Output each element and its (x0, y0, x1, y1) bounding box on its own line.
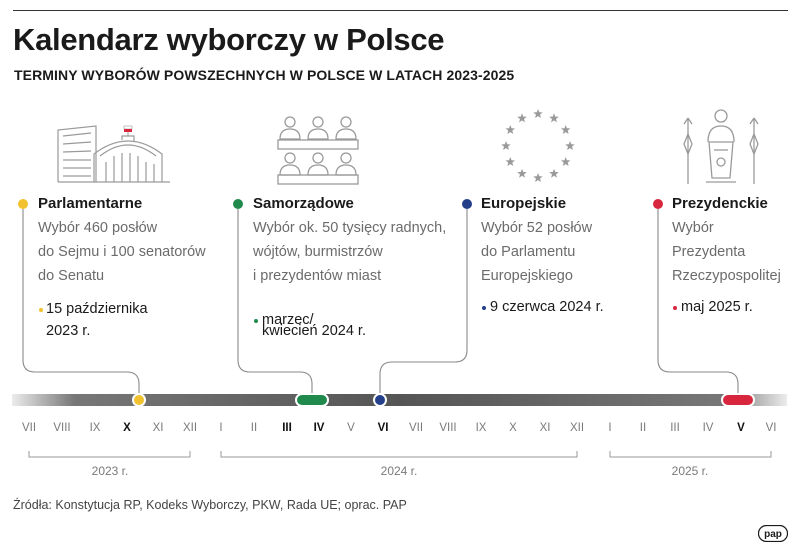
event-name-prezydenckie: Prezydenckie (672, 195, 768, 212)
event-date-parlamentarne-line1: 15 października (46, 301, 148, 317)
year-bracket-2023 (28, 451, 191, 458)
event-desc-prezydenckie-line3: Rzeczypospolitej (672, 268, 781, 284)
event-desc-samorzadowe-line1: Wybór ok. 50 tysięcy radnych, (253, 220, 447, 236)
eu-star (549, 168, 559, 178)
event-desc-parlamentarne-line2: do Sejmu i 100 senatorów (38, 244, 206, 260)
event-desc-europejskie-line1: Wybór 52 posłów (481, 220, 593, 236)
month-label: II (639, 422, 647, 434)
dot-samorzadowe (233, 199, 243, 209)
month-label: XI (539, 422, 551, 434)
eu-star (560, 125, 571, 135)
connector-europejskie (379, 209, 468, 396)
eu-star (533, 173, 543, 183)
month-label: XI (152, 422, 164, 434)
month-label: V (347, 422, 355, 434)
month-label: I (219, 422, 223, 434)
president-podium-icon (683, 109, 759, 184)
eu-star (505, 125, 516, 135)
month-label: IV (702, 422, 714, 434)
month-label: V (737, 422, 745, 434)
dot-europejskie (462, 199, 472, 209)
svg-text:pap: pap (764, 529, 782, 540)
month-label: IV (313, 422, 325, 434)
year-label-2024: 2024 r. (376, 464, 422, 478)
event-desc-samorzadowe-line2: wójtów, burmistrzów (253, 244, 383, 260)
year-label-2023: 2023 r. (87, 464, 133, 478)
month-label: VIII (53, 422, 71, 434)
month-label: III (282, 422, 292, 434)
marker-parlamentarne (132, 393, 146, 407)
event-date-europejskie: 9 czerwca 2024 r. (490, 299, 604, 315)
year-label-2025: 2025 r. (667, 464, 713, 478)
event-desc-europejskie-line3: Europejskiego (481, 268, 573, 284)
event-date-parlamentarne-line2: 2023 r. (46, 323, 91, 339)
sources-text: Źródła: Konstytucja RP, Kodeks Wyborczy,… (13, 498, 407, 512)
month-label: IX (89, 422, 101, 434)
month-label: VII (21, 422, 37, 434)
timeline-bar (12, 394, 787, 406)
eu-star (560, 157, 571, 167)
page-title: Kalendarz wyborczy w Polsce (13, 22, 445, 57)
event-date-samorzadowe-line2: kwiecień 2024 r. (262, 323, 366, 339)
event-desc-parlamentarne-line1: Wybór 460 posłów (38, 220, 158, 236)
marker-europejskie (373, 393, 387, 407)
month-label: I (608, 422, 612, 434)
event-name-samorzadowe: Samorządowe (253, 195, 354, 212)
event-desc-parlamentarne-line3: do Senatu (38, 268, 105, 284)
event-desc-europejskie-line2: do Parlamentu (481, 244, 576, 260)
month-label: X (123, 422, 131, 434)
parliament-icon (57, 125, 170, 183)
pap-logo: pap (758, 525, 788, 542)
month-label: III (670, 422, 680, 434)
year-bracket-2025 (609, 451, 772, 458)
eu-star (565, 141, 575, 151)
event-name-parlamentarne: Parlamentarne (38, 195, 143, 212)
eu-star (533, 109, 543, 119)
event-date-samorzadowe-line1: marzec/ (262, 312, 314, 328)
bullet-parlamentarne (39, 308, 43, 312)
event-desc-samorzadowe-line3: i prezydentów miast (253, 268, 382, 284)
connector-parlamentarne (22, 209, 140, 396)
event-date-prezydenckie: maj 2025 r. (681, 299, 753, 315)
connector-samorzadowe (237, 209, 313, 396)
month-label: IX (475, 422, 487, 434)
bullet-samorzadowe (254, 319, 258, 323)
dot-prezydenckie (653, 199, 663, 209)
bullet-prezydenckie (673, 306, 677, 310)
eu-star (517, 168, 527, 178)
marker-samorzadowe (295, 393, 329, 407)
month-label: VI (765, 422, 777, 434)
marker-prezydenckie (721, 393, 755, 407)
month-label: VII (408, 422, 424, 434)
eu-star (517, 113, 527, 123)
month-label: XII (182, 422, 198, 434)
year-bracket-2024 (220, 451, 578, 458)
month-label: VI (377, 422, 389, 434)
month-label: VIII (439, 422, 457, 434)
event-name-europejskie: Europejskie (481, 195, 567, 212)
eu-star (505, 157, 516, 167)
eu-stars-icon (501, 109, 575, 183)
eu-star (549, 113, 559, 123)
month-label: X (509, 422, 517, 434)
dot-parlamentarne (18, 199, 28, 209)
eu-star (501, 141, 511, 151)
connector-prezydenckie (657, 209, 739, 396)
bullet-europejskie (482, 306, 486, 310)
event-desc-prezydenckie-line1: Wybór (672, 220, 714, 236)
event-desc-prezydenckie-line2: Prezydenta (672, 244, 746, 260)
month-label: II (250, 422, 258, 434)
page-subtitle: TERMINY WYBORÓW POWSZECHNYCH W POLSCE W … (14, 67, 515, 83)
council-icon (277, 116, 359, 185)
top-rule (13, 10, 788, 11)
month-label: XII (569, 422, 585, 434)
